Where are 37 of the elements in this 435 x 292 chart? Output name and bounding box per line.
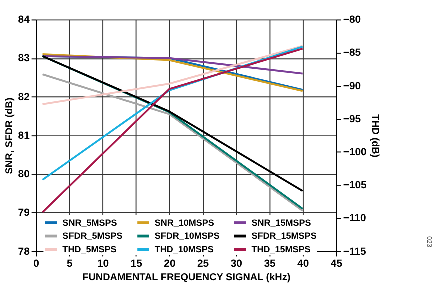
legend-label: SNR_15MSPS <box>252 218 312 228</box>
legend-label: SFDR_5MSPS <box>62 231 123 242</box>
y2-tick-label: −85 <box>343 48 362 60</box>
legend-label: SNR_10MSPS <box>154 218 214 228</box>
legend-label: THD_15MSPS <box>252 244 311 254</box>
x-axis-title: FUNDAMENTAL FREQUENCY SIGNAL (kHz) <box>82 272 291 284</box>
y2-tick-label: −115 <box>343 246 366 258</box>
legend-label: SFDR_15MSPS <box>252 231 317 242</box>
y2-axis-title: THD (dB) <box>370 114 381 158</box>
legend-label: THD_10MSPS <box>154 244 214 254</box>
x-tick-label: 25 <box>197 259 210 270</box>
y2-tick-label: −80 <box>343 15 362 26</box>
x-tick-label: 20 <box>164 259 176 270</box>
y-tick-label: 80 <box>18 170 30 181</box>
y-tick-label: 82 <box>18 92 30 104</box>
y2-tick-label: −95 <box>343 114 362 126</box>
x-tick-label: 40 <box>298 259 310 270</box>
y-tick-label: 84 <box>18 15 30 26</box>
x-tick-label: 45 <box>330 259 343 270</box>
x-tick-label: 15 <box>130 259 143 270</box>
y2-tick-label: −110 <box>343 214 366 225</box>
x-tick-label: 0 <box>34 259 40 270</box>
x-tick-label: 35 <box>264 259 276 270</box>
y-tick-label: 83 <box>18 54 30 65</box>
y2-tick-label: −105 <box>343 180 368 192</box>
y2-tick-label: −100 <box>343 147 368 158</box>
y-tick-label: 81 <box>18 130 30 142</box>
legend-label: SFDR_10MSPS <box>154 231 220 242</box>
x-tick-label: 10 <box>97 259 110 270</box>
y2-tick-label: −90 <box>343 81 362 92</box>
x-tick-label: 30 <box>230 259 243 270</box>
y-axis-title: SNR, SFDR (dB) <box>4 98 16 174</box>
legend-label: THD_5MSPS <box>62 244 117 254</box>
y-tick-label: 78 <box>18 246 30 258</box>
y-tick-label: 79 <box>18 208 30 220</box>
legend-label: SNR_5MSPS <box>62 218 118 228</box>
x-tick-label: 5 <box>67 259 74 270</box>
